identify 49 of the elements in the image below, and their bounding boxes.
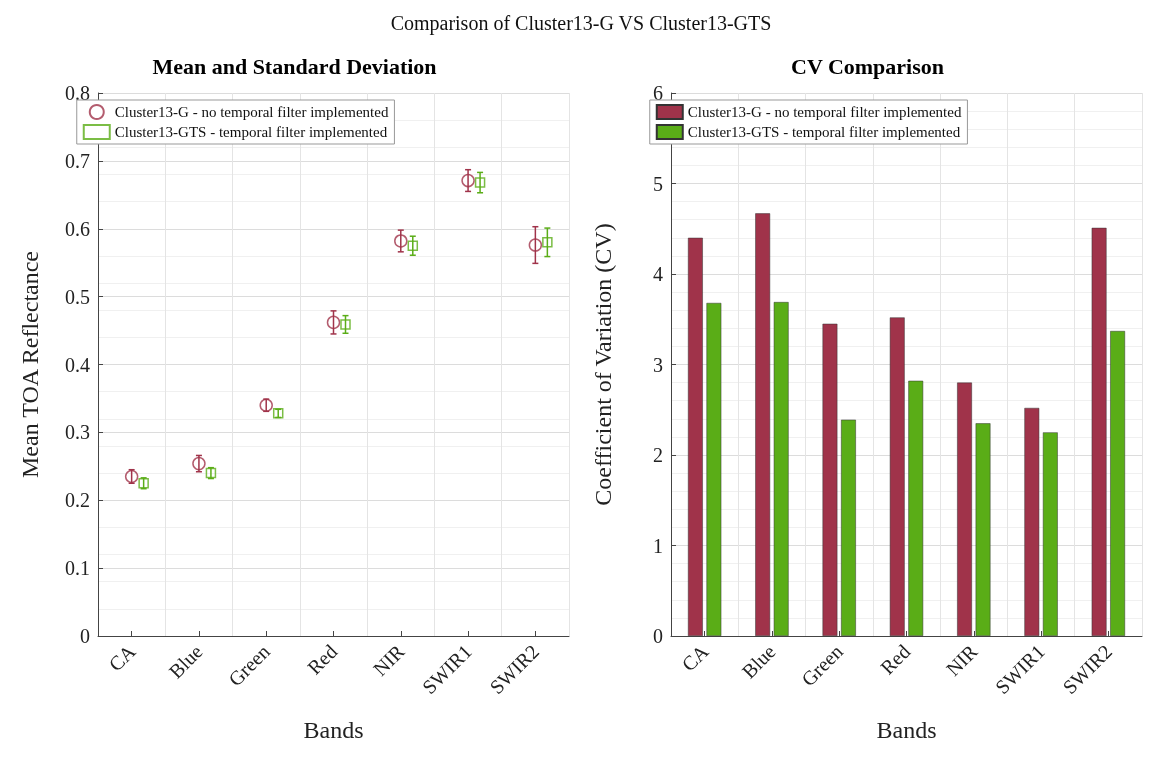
y-tick-label: 0.6 [65, 217, 90, 240]
y-tick-label: 6 [653, 82, 663, 104]
chart-title: Mean and Standard Deviation [152, 53, 437, 79]
legend-label: Cluster13-G - no temporal filter implemented [114, 104, 389, 120]
x-tick-label: CA [677, 639, 713, 676]
bar [908, 380, 924, 636]
text: Comparison of Cluster13-G VS Cluster13-GTS [389, 12, 773, 35]
bar [1024, 407, 1040, 636]
bar [706, 302, 722, 636]
x-tick-label: NIR [368, 639, 410, 681]
x-tick-label: NIR [941, 639, 983, 681]
x-axis-title: Bands [303, 717, 364, 743]
y-axis-title: Mean TOA Reflectance [17, 250, 43, 479]
y-tick-label: 0 [80, 625, 90, 647]
y-tick-label: 0.1 [65, 557, 90, 580]
bar [1091, 227, 1107, 636]
bar [687, 237, 703, 636]
legend-label: Cluster13-GTS - temporal filter implemented [114, 124, 388, 140]
y-tick-label: 4 [653, 263, 663, 285]
bar [773, 302, 789, 636]
bar [841, 419, 856, 636]
bar [755, 213, 771, 636]
x-tick-label: Red [875, 640, 915, 679]
legend-label: Cluster13-GTS - temporal filter implemented [687, 124, 961, 140]
bar [975, 423, 991, 636]
chart-title: CV Comparison [790, 53, 945, 79]
x-tick-label: Blue [737, 640, 780, 683]
x-tick-label: Red [302, 640, 342, 679]
x-tick-label: CA [104, 639, 140, 676]
y-tick-label: 0 [653, 625, 663, 647]
y-tick-label: 0.2 [65, 489, 90, 512]
x-axis-title: Bands [876, 717, 937, 743]
y-tick-label: 0.5 [65, 285, 90, 308]
y-tick-label: 0.8 [65, 82, 90, 104]
y-axis-title: Coefficient of Variation (CV) [590, 223, 616, 506]
y-tick-label: 2 [653, 444, 663, 466]
y-tick-label: 0.7 [65, 149, 90, 172]
bar [957, 382, 972, 636]
bar [889, 317, 905, 636]
y-tick-label: 3 [653, 353, 663, 376]
y-tick-label: 0.3 [65, 421, 90, 444]
bar [822, 323, 838, 636]
x-tick-label: Blue [164, 640, 207, 683]
legend-label: Cluster13-G - no temporal filter implemented [687, 104, 962, 120]
y-tick-label: 0.4 [65, 353, 90, 376]
bar [1110, 331, 1126, 636]
y-tick-label: 5 [653, 172, 663, 195]
bar [1042, 432, 1058, 636]
y-tick-label: 1 [653, 534, 663, 557]
